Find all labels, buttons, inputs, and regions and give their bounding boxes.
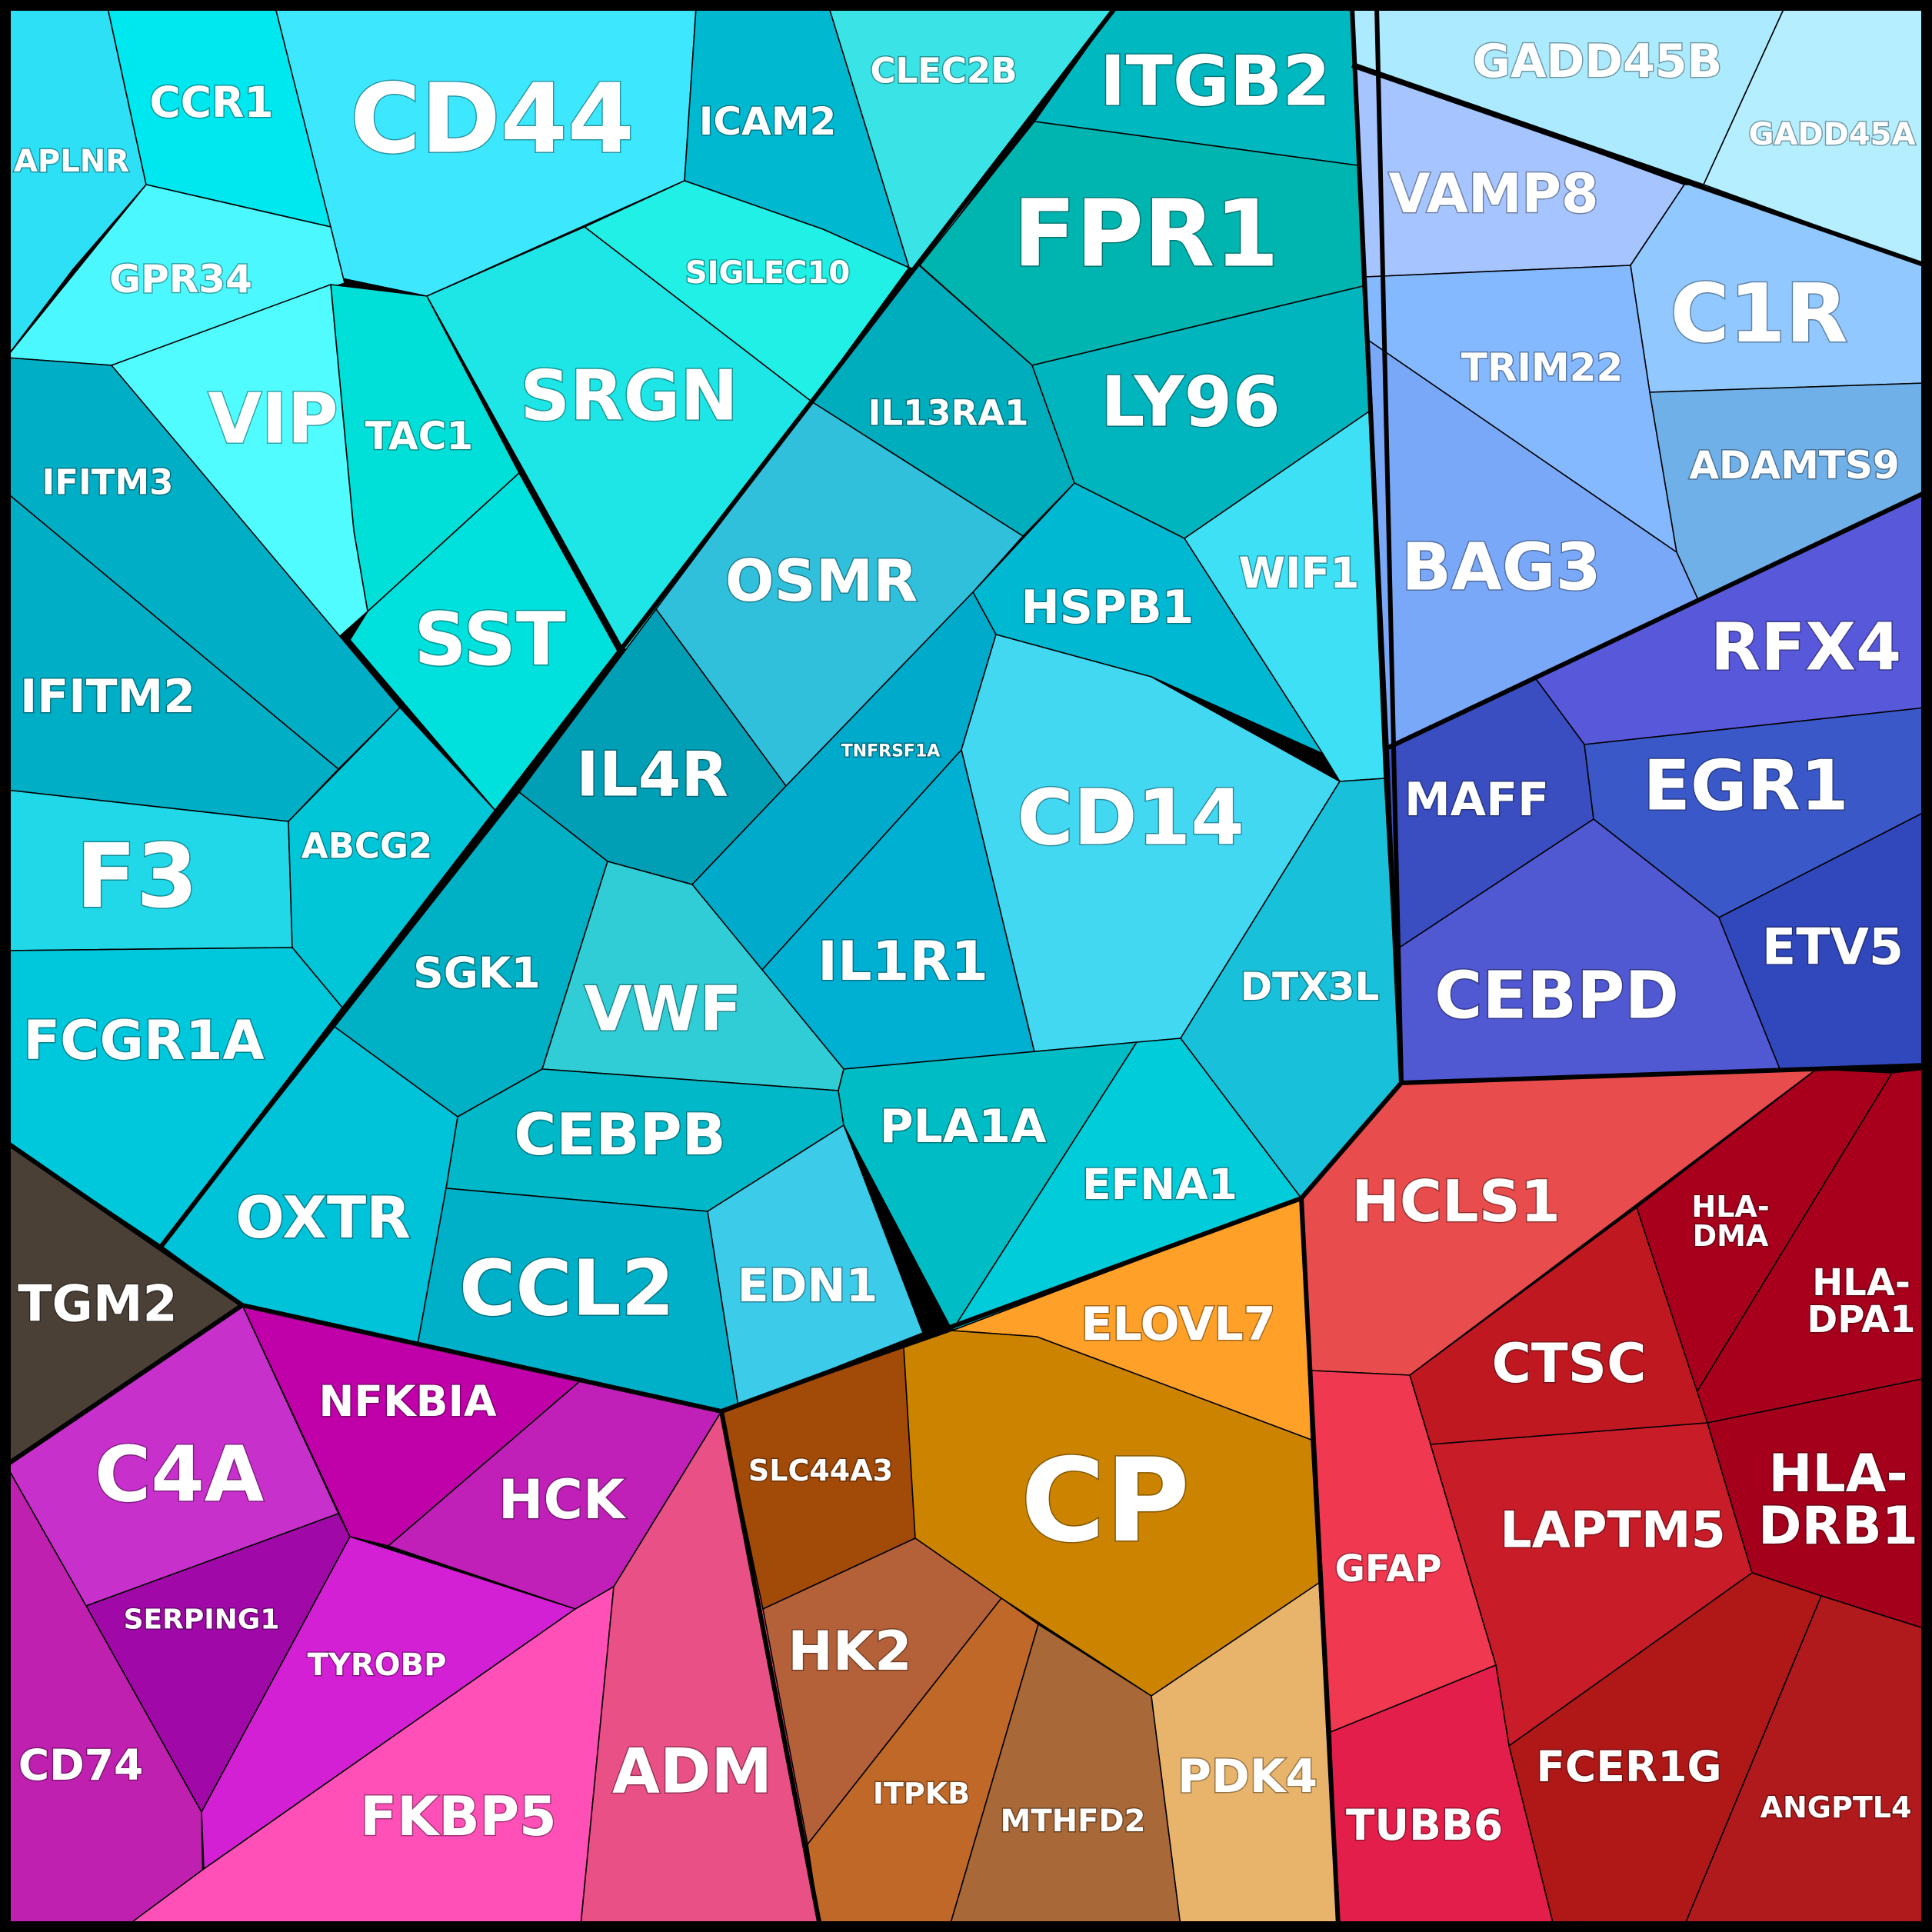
cell-label-hcls1: HCLS1	[1351, 1168, 1561, 1235]
cell-label-cd74: CD74	[18, 1740, 144, 1790]
cell-label-egr1: EGR1	[1643, 746, 1848, 827]
cell-label-tgm2: TGM2	[18, 1276, 178, 1334]
cell-label-wif1: WIF1	[1239, 548, 1360, 598]
cell-label-laptm5: LAPTM5	[1500, 1502, 1726, 1560]
cell-label-abcg2: ABCG2	[301, 826, 432, 867]
cell-label-tubb6: TUBB6	[1346, 1800, 1503, 1850]
cell-label-serping1: SERPING1	[124, 1604, 280, 1636]
cell-label-elovl7: ELOVL7	[1081, 1297, 1276, 1351]
cell-label-hck: HCK	[498, 1468, 627, 1531]
cell-label-hla-dpa1: HLA-DPA1	[1807, 1261, 1915, 1341]
cell-label-hk2: HK2	[788, 1620, 912, 1683]
cell-label-aplnr: APLNR	[14, 144, 129, 179]
cell-label-rfx4: RFX4	[1710, 610, 1901, 686]
cell-label-siglec10: SIGLEC10	[685, 255, 850, 291]
cell-label-hla-drb1: HLA-DRB1	[1758, 1444, 1918, 1557]
cell-label-ctsc: CTSC	[1492, 1332, 1647, 1395]
cell-label-f3: F3	[76, 825, 198, 928]
cell-label-mthfd2: MTHFD2	[1001, 1804, 1146, 1839]
cell-label-osmr: OSMR	[725, 547, 918, 615]
cell-label-c1r: C1R	[1671, 267, 1848, 361]
cell-label-ccl2: CCL2	[459, 1244, 675, 1334]
cell-label-tac1: TAC1	[365, 414, 473, 458]
cell-label-fcgr1a: FCGR1A	[23, 1009, 264, 1072]
cell-label-angptl4: ANGPTL4	[1760, 1790, 1912, 1824]
cell-label-vamp8: VAMP8	[1388, 162, 1598, 225]
cell-label-slc44a3: SLC44A3	[748, 1454, 893, 1487]
cell-label-maff: MAFF	[1404, 773, 1549, 827]
cell-label-ifitm2: IFITM2	[20, 670, 195, 724]
cell-label-gadd45b: GADD45B	[1473, 35, 1723, 88]
cell-label-hla-dma: HLA-DMA	[1691, 1190, 1769, 1253]
cell-label-hspb1: HSPB1	[1021, 581, 1194, 635]
cell-label-cebpb: CEBPB	[514, 1101, 726, 1168]
cell-label-ifitm3: IFITM3	[42, 462, 173, 503]
cell-label-trim22: TRIM22	[1461, 345, 1624, 390]
cell-label-c4a: C4A	[95, 1430, 264, 1520]
cell-label-vip: VIP	[208, 379, 338, 460]
cell-label-etv5: ETV5	[1762, 919, 1904, 977]
cell-label-ly96: LY96	[1101, 362, 1281, 443]
cell-label-dtx3l: DTX3L	[1241, 964, 1380, 1009]
cell-label-cd14: CD14	[1017, 773, 1244, 863]
cell-label-il1r1: IL1R1	[818, 930, 988, 993]
cell-label-il4r: IL4R	[576, 739, 728, 811]
cell-label-oxtr: OXTR	[235, 1184, 411, 1251]
cell-label-fpr1: FPR1	[1013, 182, 1279, 288]
cell-label-fcer1g: FCER1G	[1536, 1742, 1721, 1791]
cell-label-pla1a: PLA1A	[880, 1100, 1047, 1154]
cell-label-gfap: GFAP	[1334, 1547, 1441, 1591]
cell-label-gpr34: GPR34	[109, 257, 252, 301]
cell-label-il13ra1: IL13RA1	[868, 393, 1029, 434]
cell-label-nfkbia: NFKBIA	[318, 1377, 497, 1426]
cell-label-cp: CP	[1021, 1434, 1190, 1568]
cell-label-sgk1: SGK1	[413, 948, 541, 998]
cell-edn1	[707, 1124, 924, 1407]
cell-label-clec2b: CLEC2B	[870, 51, 1017, 92]
cell-label-gadd45a: GADD45A	[1749, 117, 1916, 152]
cell-label-edn1: EDN1	[738, 1259, 878, 1313]
cell-label-efna1: EFNA1	[1082, 1160, 1237, 1209]
cell-label-itgb2: ITGB2	[1100, 42, 1331, 122]
cell-label-ccr1: CCR1	[149, 78, 273, 127]
cell-label-adamts9: ADAMTS9	[1689, 443, 1900, 488]
cell-label-cebpd: CEBPD	[1434, 958, 1679, 1034]
cell-label-itpkb: ITPKB	[873, 1777, 970, 1810]
cell-label-tyrobp: TYROBP	[308, 1647, 447, 1683]
cell-label-adm: ADM	[612, 1736, 772, 1807]
cell-label-sst: SST	[414, 598, 566, 682]
cell-label-bag3: BAG3	[1401, 530, 1601, 606]
cell-label-icam2: ICAM2	[699, 99, 837, 144]
cell-label-srgn: SRGN	[520, 356, 738, 437]
cell-label-pdk4: PDK4	[1178, 1750, 1317, 1804]
cell-label-fkbp5: FKBP5	[360, 1785, 556, 1848]
cell-label-cd44: CD44	[350, 64, 634, 175]
cell-label-tnfrsf1a: TNFRSF1A	[841, 742, 941, 761]
cell-label-vwf: VWF	[585, 974, 742, 1045]
